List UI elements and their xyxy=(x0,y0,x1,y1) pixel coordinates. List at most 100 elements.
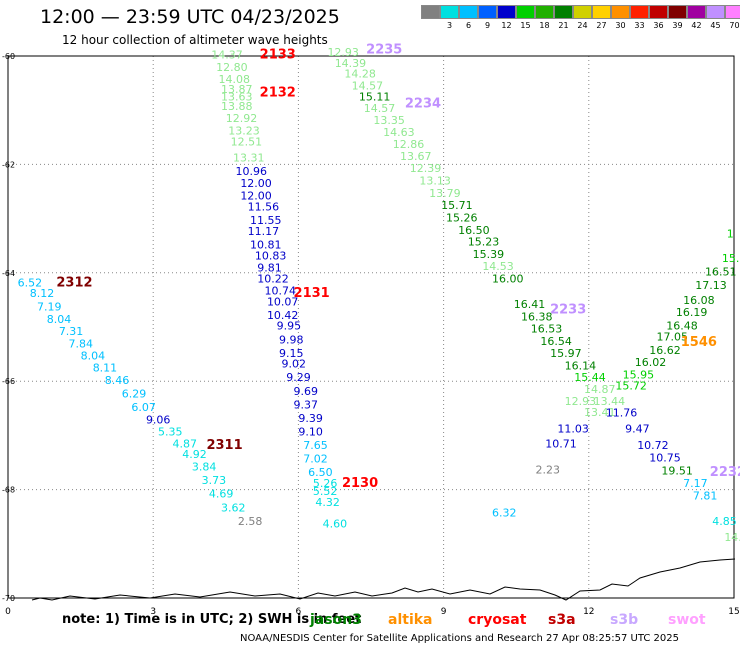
wave-height-label: 16.50 xyxy=(458,224,490,237)
wave-height-label: 16.00 xyxy=(492,273,524,286)
wave-height-label: 4.69 xyxy=(209,488,234,501)
wave-height-label: 12.51 xyxy=(231,135,263,148)
wave-height-label: 13.31 xyxy=(233,152,265,165)
legend-value: 21 xyxy=(558,21,569,30)
wave-height-label: 13.13 xyxy=(419,174,451,187)
wave-height-label: 5.52 xyxy=(313,485,338,498)
y-tick-label: -64 xyxy=(2,269,15,278)
wave-height-label: 9.10 xyxy=(298,425,323,438)
wave-height-label: 17.13 xyxy=(695,279,727,292)
legend-swatch xyxy=(478,5,497,19)
wave-height-label: 9.47 xyxy=(625,423,650,436)
wave-height-label: 15.39 xyxy=(473,248,505,261)
satellite-jason3: jason3 xyxy=(310,612,362,628)
wave-height-label: 16.38 xyxy=(521,310,553,323)
pass-number-label: 1546 xyxy=(681,335,717,350)
wave-height-label: 7.19 xyxy=(37,301,62,314)
wave-height-label: 9.81 xyxy=(257,262,282,275)
wave-height-label: 12.86 xyxy=(393,138,425,151)
wave-height-label: 2.58 xyxy=(238,515,263,528)
wave-height-label: 10.96 xyxy=(235,165,266,178)
legend-bin: 6 xyxy=(459,5,478,33)
x-tick-label: 9 xyxy=(441,607,447,617)
legend-bin: 36 xyxy=(649,5,668,33)
legend-bin: 15 xyxy=(516,5,535,33)
legend-bin: 24 xyxy=(573,5,592,33)
wave-height-label: 12.39 xyxy=(410,162,442,175)
legend-value: 6 xyxy=(465,21,472,30)
wave-height-label: 7.65 xyxy=(303,439,328,452)
wave-height-label: 10.22 xyxy=(257,273,289,286)
wave-height-label: 2.23 xyxy=(536,463,561,476)
legend-bin: 9 xyxy=(478,5,497,33)
wave-height-label: 13.63 xyxy=(221,90,253,103)
legend-bin: 45 xyxy=(706,5,725,33)
wave-height-label: 16.54 xyxy=(540,335,572,348)
legend-swatch xyxy=(630,5,649,19)
wave-height-label: 11.55 xyxy=(250,214,282,227)
wave-height-label: 10.42 xyxy=(267,309,299,322)
wave-height-label: 4.92 xyxy=(182,448,207,461)
legend-bin xyxy=(421,5,440,33)
wave-height-label: 3.62 xyxy=(221,501,246,514)
wave-height-label: 12.00 xyxy=(240,190,272,203)
wave-height-label: 11.03 xyxy=(557,423,589,436)
wave-height-label: 14.28 xyxy=(344,68,376,81)
wave-height-label: 15.71 xyxy=(441,199,473,212)
wave-height-label: 3.84 xyxy=(192,461,217,474)
wave-height-label: 15.26 xyxy=(446,211,478,224)
wave-height-label: 9.15 xyxy=(279,347,304,360)
wave-height-label: 16.14 xyxy=(565,359,597,372)
legend-bin: 42 xyxy=(687,5,706,33)
wave-height-label: 14.08 xyxy=(219,73,251,86)
wave-height-label: 15.44 xyxy=(574,371,606,384)
wave-height-label: 9.69 xyxy=(294,385,319,398)
legend-bin: 39 xyxy=(668,5,687,33)
wave-height-label: 10.72 xyxy=(637,439,669,452)
wave-height-label: 13.44 xyxy=(594,395,626,408)
legend-value: 30 xyxy=(615,21,626,30)
wave-height-label: 16.53 xyxy=(531,322,563,335)
legend-swatch xyxy=(459,5,478,19)
wave-height-label: 17.05 xyxy=(657,331,689,344)
wave-height-label: 8.04 xyxy=(47,313,72,326)
x-tick-label: 6 xyxy=(296,607,302,617)
wave-height-label: 14.57 xyxy=(364,102,396,115)
wave-height-label: 5.35 xyxy=(158,425,183,438)
satellite-s3a: s3a xyxy=(548,612,576,628)
legend-bin: 21 xyxy=(554,5,573,33)
pass-number-label: 2130 xyxy=(342,476,378,491)
wave-height-label: 4.60 xyxy=(323,518,348,531)
x-tick-label: 12 xyxy=(583,607,594,617)
chart-grid xyxy=(7,55,735,599)
wave-height-label: 16.08 xyxy=(683,294,715,307)
legend-bin: 3 xyxy=(440,5,459,33)
pass-number-label: 2131 xyxy=(294,286,330,301)
wave-height-label: 6.50 xyxy=(308,466,333,479)
wave-height-label: 13.79 xyxy=(429,187,461,200)
wave-height-label: 15.95 xyxy=(623,368,655,381)
wave-height-label: 7.31 xyxy=(59,325,84,338)
wave-height-label: 14.39 xyxy=(335,57,367,70)
legend-swatch xyxy=(573,5,592,19)
y-tick-label: -62 xyxy=(2,160,15,169)
note-text: note: 1) Time is in UTC; 2) SWH is in fe… xyxy=(62,612,362,627)
wave-height-label: 4.32 xyxy=(315,496,340,509)
wave-height-label: 13.87 xyxy=(221,83,253,96)
legend-swatch xyxy=(649,5,668,19)
wave-height-label: 13.41 xyxy=(584,406,616,419)
legend-value: 24 xyxy=(577,21,588,30)
legend-swatch xyxy=(687,5,706,19)
wave-height-label: 6.07 xyxy=(131,401,156,414)
legend-value: 45 xyxy=(710,21,721,30)
wave-height-label: 6.32 xyxy=(492,507,517,520)
satellite-s3b: s3b xyxy=(610,612,639,628)
wave-height-label: 10.83 xyxy=(255,249,287,262)
page-subtitle: 12 hour collection of altimeter wave hei… xyxy=(62,33,328,47)
chart-axes: 0 3 6 9 12 15-60-62-64-66-68-70 xyxy=(2,52,740,617)
legend-swatch xyxy=(421,5,440,19)
wave-height-label: 11.56 xyxy=(248,200,280,213)
